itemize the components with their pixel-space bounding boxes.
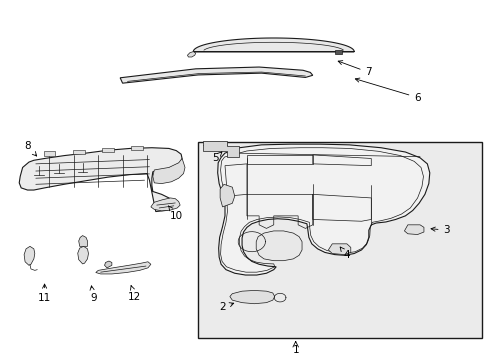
Polygon shape bbox=[24, 246, 35, 265]
Polygon shape bbox=[220, 184, 234, 207]
Polygon shape bbox=[73, 150, 84, 154]
Polygon shape bbox=[229, 291, 274, 304]
FancyBboxPatch shape bbox=[198, 142, 482, 338]
Polygon shape bbox=[334, 50, 341, 54]
Text: 10: 10 bbox=[168, 206, 183, 221]
Text: 6: 6 bbox=[355, 78, 420, 103]
Text: 8: 8 bbox=[24, 141, 37, 156]
Polygon shape bbox=[328, 244, 350, 255]
Polygon shape bbox=[151, 198, 180, 211]
Polygon shape bbox=[104, 261, 112, 268]
Polygon shape bbox=[19, 148, 182, 212]
Polygon shape bbox=[96, 262, 151, 274]
Text: 2: 2 bbox=[219, 302, 233, 312]
Text: 7: 7 bbox=[338, 60, 371, 77]
Text: 1: 1 bbox=[292, 345, 298, 355]
Polygon shape bbox=[404, 225, 423, 234]
Polygon shape bbox=[217, 144, 429, 275]
Text: 12: 12 bbox=[128, 285, 141, 302]
Text: 3: 3 bbox=[430, 225, 449, 235]
Polygon shape bbox=[131, 145, 143, 150]
Text: 9: 9 bbox=[90, 286, 97, 303]
Polygon shape bbox=[78, 246, 88, 264]
Polygon shape bbox=[203, 140, 238, 157]
Polygon shape bbox=[102, 148, 114, 152]
Polygon shape bbox=[153, 158, 184, 184]
Polygon shape bbox=[193, 38, 353, 51]
Polygon shape bbox=[256, 231, 302, 261]
Polygon shape bbox=[43, 151, 55, 156]
Polygon shape bbox=[120, 67, 312, 83]
Polygon shape bbox=[187, 51, 195, 57]
Text: 4: 4 bbox=[340, 247, 349, 260]
Text: 11: 11 bbox=[38, 284, 51, 303]
Text: 5: 5 bbox=[211, 152, 222, 163]
Polygon shape bbox=[79, 235, 87, 246]
